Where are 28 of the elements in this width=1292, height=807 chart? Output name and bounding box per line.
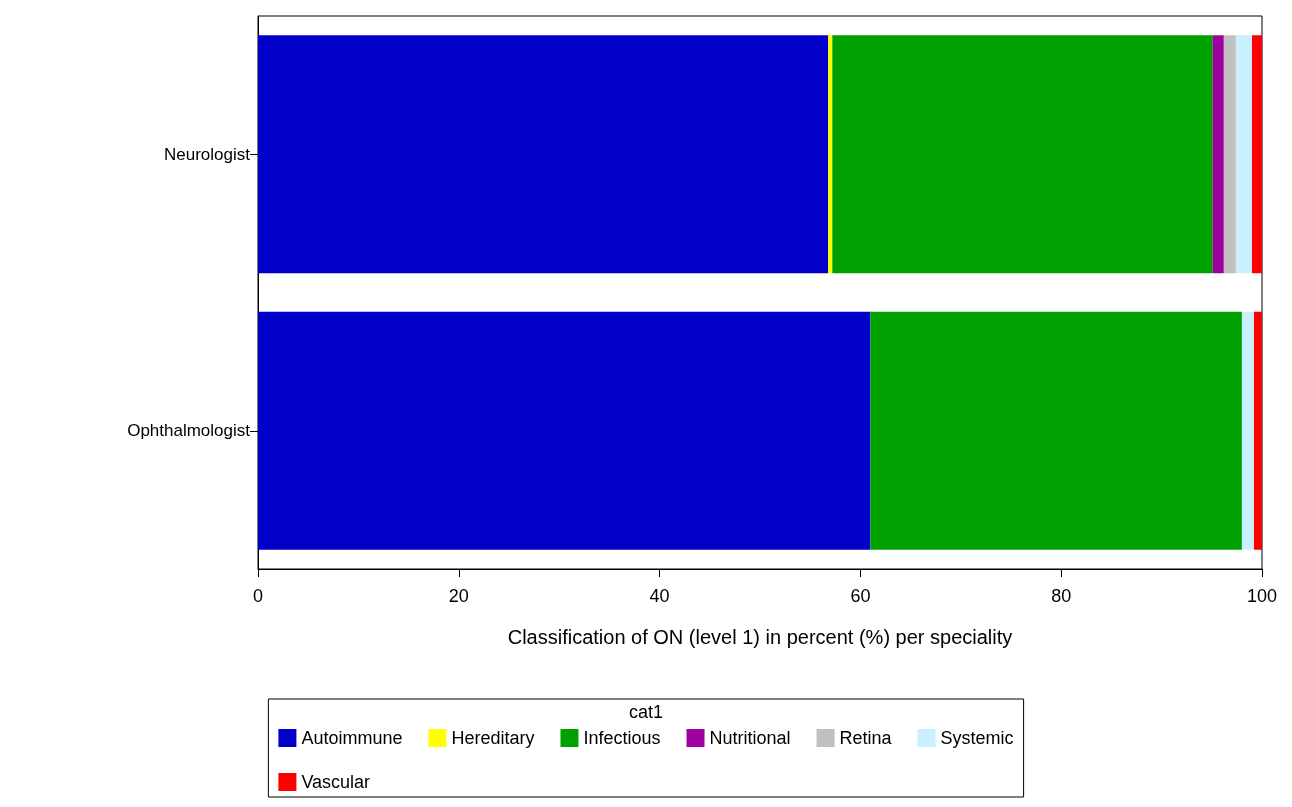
bar xyxy=(258,311,871,550)
legend-label: Hereditary xyxy=(451,728,535,748)
bar xyxy=(1235,35,1252,274)
bar xyxy=(870,311,1242,550)
x-tick-label: 80 xyxy=(1051,586,1072,606)
x-tick-label: 60 xyxy=(850,586,871,606)
y-tick-label: Ophthalmologist xyxy=(127,421,251,441)
legend-label: Retina xyxy=(839,728,893,748)
bar xyxy=(828,35,833,274)
legend-title: cat1 xyxy=(628,702,664,722)
bar xyxy=(832,35,1213,274)
x-axis-title: Classification of ON (level 1) in percent (%) per speciality xyxy=(507,626,1013,648)
legend-label: Systemic xyxy=(940,728,1014,748)
bar xyxy=(1241,311,1254,550)
bar xyxy=(258,35,829,274)
legend-label: Vascular xyxy=(301,772,371,792)
legend-label: Autoimmune xyxy=(301,728,403,748)
bar xyxy=(1223,35,1236,274)
legend-label: Infectious xyxy=(583,728,661,748)
bar xyxy=(1212,35,1224,274)
bar xyxy=(1251,35,1262,274)
x-tick-label: 0 xyxy=(252,586,264,606)
legend-label: Nutritional xyxy=(709,728,791,748)
x-tick-label: 100 xyxy=(1246,586,1278,606)
bar xyxy=(1253,311,1262,550)
x-tick-label: 20 xyxy=(448,586,469,606)
x-tick-label: 40 xyxy=(649,586,670,606)
y-tick-label: Neurologist xyxy=(164,144,251,164)
